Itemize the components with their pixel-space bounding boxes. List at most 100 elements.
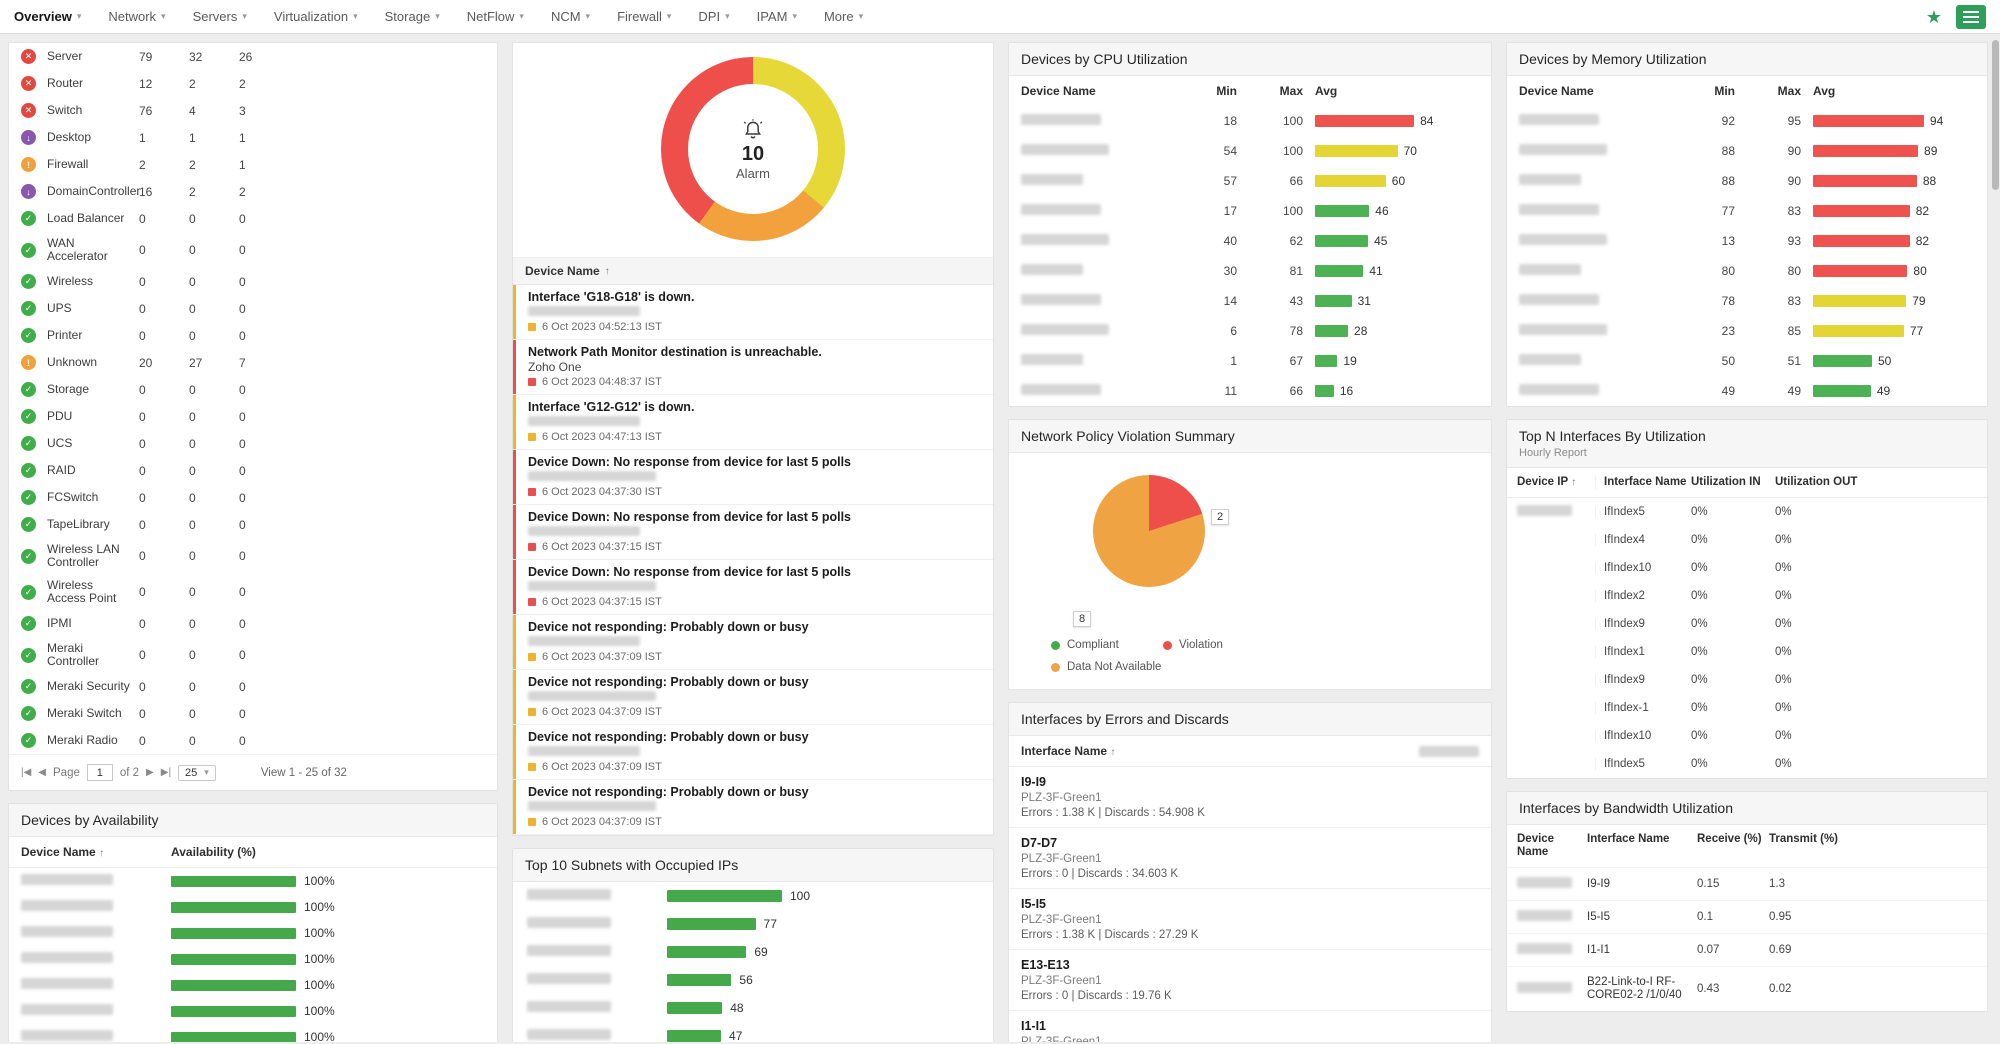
device-type-label[interactable]: Meraki Switch <box>47 706 122 720</box>
page-size-select[interactable]: 25 ▾ <box>178 764 216 781</box>
availability-row[interactable]: 100% <box>9 920 497 946</box>
device-type-label[interactable]: Desktop <box>47 130 92 144</box>
device-type-label[interactable]: UPS <box>47 301 72 315</box>
hamburger-menu-button[interactable] <box>1956 4 1986 29</box>
next-page-button[interactable]: ▶ <box>146 767 154 778</box>
device-type-label[interactable]: Switch <box>47 103 83 117</box>
count-2[interactable]: 1 <box>189 130 196 145</box>
count-2[interactable]: 2 <box>189 184 196 199</box>
device-type-label[interactable]: Load Balancer <box>47 211 125 225</box>
count-3[interactable]: 0 <box>239 585 246 599</box>
count-1[interactable]: 0 <box>139 648 146 662</box>
cpu-row[interactable]: 11 66 16 <box>1009 376 1491 406</box>
count-1[interactable]: 0 <box>139 274 146 289</box>
interface-name[interactable]: IfIndex5 <box>1595 506 1691 518</box>
count-2[interactable]: 2 <box>189 157 196 172</box>
alarm-list-header[interactable]: Device Name ↑ <box>513 257 993 285</box>
count-2[interactable]: 0 <box>189 211 196 226</box>
col-transmit[interactable]: Transmit (%) <box>1769 833 1839 845</box>
alarm-item[interactable]: Device not responding: Probably down or … <box>513 615 993 670</box>
availability-row[interactable]: 100% <box>9 1024 497 1042</box>
count-2[interactable]: 32 <box>189 49 203 64</box>
col-device-name[interactable]: Device Name ↑ <box>21 845 105 859</box>
interface-error-row[interactable]: I1-I1 PLZ-3F-Green1 <box>1009 1011 1491 1042</box>
count-1[interactable]: 0 <box>139 243 146 257</box>
subnet-row[interactable]: 77 <box>513 910 993 938</box>
alarm-item[interactable]: Device Down: No response from device for… <box>513 560 993 615</box>
scrollbar-thumb[interactable] <box>1992 40 1999 190</box>
device-type-row[interactable]: ✓ Wireless LAN Controller 0 0 0 <box>9 538 497 574</box>
count-2[interactable]: 0 <box>189 490 196 505</box>
count-3[interactable]: 2 <box>239 76 246 91</box>
device-type-row[interactable]: ✓ Load Balancer 0 0 0 <box>9 205 497 232</box>
device-type-label[interactable]: Meraki Controller <box>47 641 100 668</box>
nav-tab[interactable]: Network ▾ <box>108 0 165 33</box>
alarm-donut-chart[interactable]: 10 Alarm <box>661 57 845 241</box>
page-input[interactable] <box>86 764 113 781</box>
topn-row[interactable]: IfIndex-1 0% 0% <box>1507 694 1987 722</box>
cpu-row[interactable]: 18 100 84 <box>1009 106 1491 136</box>
count-1[interactable]: 20 <box>139 355 153 370</box>
count-1[interactable]: 76 <box>139 103 153 118</box>
nav-tab[interactable]: Servers ▾ <box>193 0 247 33</box>
interface-name[interactable]: I1-I1 <box>1021 1019 1047 1033</box>
memory-row[interactable]: 50 51 50 <box>1507 346 1987 376</box>
device-type-row[interactable]: ✓ Storage 0 0 0 <box>9 376 497 403</box>
nav-tab[interactable]: DPI ▾ <box>698 0 729 33</box>
alarm-item[interactable]: Device Down: No response from device for… <box>513 505 993 560</box>
prev-page-button[interactable]: ◀ <box>38 767 46 778</box>
topn-row[interactable]: IfIndex1 0% 0% <box>1507 638 1987 666</box>
count-3[interactable]: 0 <box>239 490 246 505</box>
device-type-label[interactable]: Wireless <box>47 274 94 288</box>
col-avg[interactable]: Avg <box>1315 84 1338 98</box>
alarm-item[interactable]: Device not responding: Probably down or … <box>513 780 993 835</box>
count-3[interactable]: 0 <box>239 679 246 694</box>
interface-name[interactable]: IfIndex10 <box>1595 730 1691 742</box>
bandwidth-row[interactable]: I1-I1 0.07 0.69 <box>1507 933 1987 966</box>
topn-row[interactable]: IfIndex9 0% 0% <box>1507 666 1987 694</box>
interface-name[interactable]: I9-I9 <box>1021 775 1047 789</box>
alarm-message[interactable]: Device not responding: Probably down or … <box>528 785 809 799</box>
count-1[interactable]: 0 <box>139 706 146 721</box>
nav-tab[interactable]: Firewall ▾ <box>617 0 671 33</box>
availability-row[interactable]: 100% <box>9 946 497 972</box>
interface-name[interactable]: I5-I5 <box>1587 910 1611 923</box>
policy-pie[interactable] <box>1093 475 1205 587</box>
count-2[interactable]: 0 <box>189 706 196 721</box>
count-2[interactable]: 0 <box>189 274 196 289</box>
count-2[interactable]: 0 <box>189 616 196 631</box>
count-1[interactable]: 2 <box>139 157 146 172</box>
device-type-label[interactable]: Wireless LAN Controller <box>47 542 120 569</box>
count-3[interactable]: 2 <box>239 184 246 199</box>
count-1[interactable]: 0 <box>139 679 146 694</box>
availability-row[interactable]: 100% <box>9 894 497 920</box>
col-device-ip[interactable]: Device IP ↑ <box>1517 476 1577 488</box>
col-utilization-in[interactable]: Utilization IN <box>1691 476 1761 488</box>
col-avg[interactable]: Avg <box>1813 84 1836 98</box>
alarm-item[interactable]: Device not responding: Probably down or … <box>513 670 993 725</box>
device-type-row[interactable]: ✕ Server 79 32 26 <box>9 43 497 70</box>
count-2[interactable]: 0 <box>189 549 196 563</box>
availability-row[interactable]: 100% <box>9 868 497 894</box>
count-3[interactable]: 3 <box>239 103 246 118</box>
count-3[interactable]: 0 <box>239 463 246 478</box>
count-1[interactable]: 12 <box>139 76 153 91</box>
device-type-row[interactable]: ↓ Desktop 1 1 1 <box>9 124 497 151</box>
col-device-name[interactable]: Device Name <box>1517 833 1555 858</box>
bandwidth-row[interactable]: B22-Link-to-I RF-CORE02-2 /1/0/40 0.43 0… <box>1507 966 1987 1011</box>
nav-tab[interactable]: Overview ▾ <box>14 0 81 33</box>
subnet-row[interactable]: 48 <box>513 994 993 1022</box>
device-type-label[interactable]: TapeLibrary <box>47 517 110 531</box>
alarm-item[interactable]: Device Down: No response from device for… <box>513 450 993 505</box>
alarm-message[interactable]: Interface 'G12-G12' is down. <box>528 400 695 414</box>
availability-row[interactable]: 100% <box>9 972 497 998</box>
nav-tab[interactable]: IPAM ▾ <box>757 0 797 33</box>
count-1[interactable]: 0 <box>139 301 146 316</box>
count-3[interactable]: 0 <box>239 616 246 631</box>
topn-row[interactable]: IfIndex5 0% 0% <box>1507 750 1987 778</box>
count-3[interactable]: 0 <box>239 211 246 226</box>
device-type-label[interactable]: Router <box>47 76 84 90</box>
count-2[interactable]: 0 <box>189 382 196 397</box>
memory-row[interactable]: 77 83 82 <box>1507 196 1987 226</box>
bandwidth-row[interactable]: I9-I9 0.15 1.3 <box>1507 867 1987 900</box>
